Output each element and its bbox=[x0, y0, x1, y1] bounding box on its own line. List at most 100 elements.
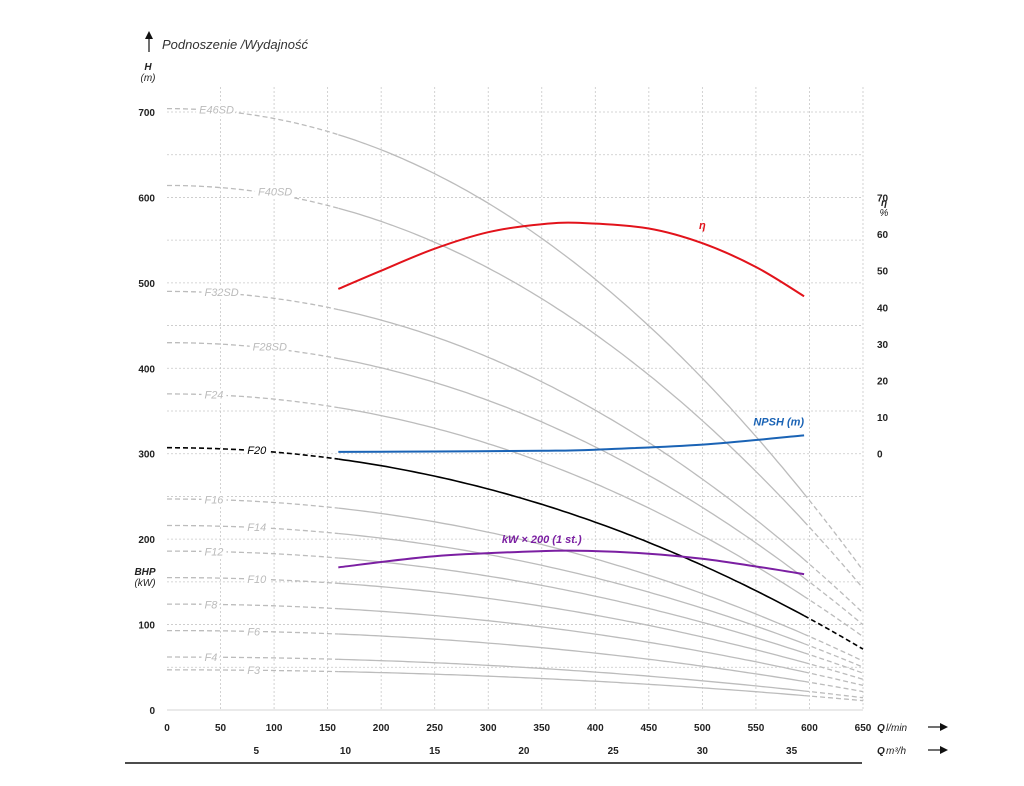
bhp-axis-unit: (kW) bbox=[134, 578, 155, 589]
x-tick-label: 0 bbox=[164, 723, 170, 734]
left-tick-label: 100 bbox=[138, 621, 155, 632]
curve-label: F6 bbox=[247, 626, 261, 638]
pump-curve-dashed-end bbox=[803, 633, 864, 662]
curve-label: E46SD bbox=[199, 104, 234, 116]
left-tick-label: 600 bbox=[138, 193, 155, 204]
x2-tick-label: 35 bbox=[786, 746, 798, 757]
left-tick-label: 0 bbox=[149, 706, 155, 717]
curve-label-bg bbox=[244, 625, 263, 639]
x-axis-m3h-label: Q bbox=[877, 746, 885, 757]
pump-curve-dashed-start bbox=[166, 669, 339, 673]
x2-tick-label: 10 bbox=[340, 746, 352, 757]
pump-curve-dashed-end bbox=[803, 652, 864, 674]
x2-tick-label: 25 bbox=[608, 746, 620, 757]
curve-label-bg bbox=[201, 651, 220, 665]
pump-curve bbox=[338, 458, 805, 617]
pump-curve bbox=[338, 406, 805, 597]
pump-curve-dashed-start bbox=[167, 576, 339, 584]
pump-curve-dashed-start bbox=[167, 107, 339, 136]
x-tick-label: 400 bbox=[587, 723, 604, 734]
x-tick-label: 300 bbox=[480, 723, 497, 734]
curve-label-bg bbox=[201, 493, 227, 507]
pump-curve bbox=[338, 608, 805, 673]
left-tick-label: 200 bbox=[138, 535, 155, 546]
x-tick-label: 150 bbox=[319, 723, 336, 734]
curve-label-bg bbox=[196, 103, 236, 117]
pump-curve bbox=[338, 582, 805, 664]
pump-curve-dashed-start bbox=[167, 603, 339, 610]
left-axis-unit: (m) bbox=[141, 73, 156, 84]
curve-label-bg bbox=[255, 185, 295, 199]
curve-label-bg bbox=[201, 545, 227, 559]
series-label: kW × 200 (1 st.) bbox=[502, 534, 582, 546]
pump-curve-dashed-end bbox=[803, 643, 864, 668]
pump-curve-dashed-end bbox=[803, 521, 864, 589]
curve-label: F8 bbox=[204, 599, 218, 611]
curve-label: F3 bbox=[247, 665, 261, 677]
pump-curve-dashed-start bbox=[167, 656, 339, 660]
curve-label-bg bbox=[244, 444, 270, 458]
pump-curves: E46SD F40SD F32SD F28SD F24 F20 F16 F14 F12 F10 F8… bbox=[166, 103, 864, 702]
curve-label-bg bbox=[244, 664, 263, 678]
curve-label-bg bbox=[244, 521, 270, 535]
curve-label-bg bbox=[201, 286, 241, 300]
right-tick-label: 0 bbox=[877, 450, 883, 461]
curve-label: F32SD bbox=[204, 287, 238, 299]
pump-curve bbox=[338, 557, 805, 654]
curve-label: F28SD bbox=[253, 342, 287, 354]
pump-curve-dashed-start bbox=[167, 524, 339, 535]
x-arrow-m3h-head-icon bbox=[940, 746, 948, 754]
curve-label: F4 bbox=[204, 652, 217, 664]
pump-curve bbox=[338, 670, 805, 697]
x-tick-label: 550 bbox=[748, 723, 765, 734]
series-line bbox=[337, 221, 805, 298]
curve-label: F16 bbox=[204, 494, 224, 506]
pump-curve bbox=[338, 134, 805, 495]
right-tick-label: 70 bbox=[877, 193, 889, 204]
pump-curve bbox=[338, 357, 805, 579]
left-axis-label: H bbox=[144, 62, 152, 73]
pump-curve-dashed-end bbox=[804, 690, 864, 699]
up-arrow-head-icon bbox=[145, 31, 153, 39]
pump-curve bbox=[338, 532, 805, 645]
curve-label-bg bbox=[249, 340, 289, 354]
pump-curve bbox=[338, 633, 805, 683]
bhp-axis-label: BHP bbox=[134, 567, 155, 578]
x2-tick-label: 30 bbox=[697, 746, 709, 757]
right-tick-label: 20 bbox=[877, 376, 889, 387]
curve-label: F40SD bbox=[258, 187, 292, 199]
pump-curve-dashed-end bbox=[803, 577, 864, 626]
series-line bbox=[338, 549, 805, 576]
right-axis-unit: % bbox=[880, 208, 889, 219]
x-tick-label: 650 bbox=[855, 723, 872, 734]
pump-curve-dashed-end bbox=[804, 694, 864, 702]
pump-curve-dashed-end bbox=[803, 680, 864, 693]
pump-curve-dashed-start bbox=[167, 498, 339, 509]
x-tick-label: 450 bbox=[641, 723, 658, 734]
x2-tick-label: 20 bbox=[518, 746, 530, 757]
pump-curve-dashed-start bbox=[167, 393, 339, 409]
curve-label: F12 bbox=[204, 546, 223, 558]
x-axis-m3h-unit: m³/h bbox=[886, 746, 906, 757]
pump-curve-dashed-end bbox=[803, 559, 864, 614]
left-tick-label: 300 bbox=[138, 450, 155, 461]
pump-curve bbox=[338, 658, 805, 692]
x-tick-label: 250 bbox=[426, 723, 443, 734]
left-tick-label: 500 bbox=[138, 279, 155, 290]
left-tick-label: 400 bbox=[138, 364, 155, 375]
right-tick-label: 40 bbox=[877, 303, 889, 314]
pump-curve-dashed-end bbox=[803, 661, 864, 680]
series-label: η bbox=[699, 220, 706, 232]
x-tick-label: 50 bbox=[215, 723, 227, 734]
curve-label-bg bbox=[244, 572, 270, 586]
left-tick-label: 700 bbox=[138, 108, 155, 119]
x-tick-label: 600 bbox=[801, 723, 818, 734]
pump-curve-dashed-start bbox=[167, 184, 339, 209]
x-tick-label: 500 bbox=[694, 723, 711, 734]
axis-decor: Podnoszenie /Wydajność H (m) BHP (kW) η … bbox=[125, 31, 948, 764]
right-tick-label: 10 bbox=[877, 413, 889, 424]
pump-curve-dashed-start bbox=[167, 290, 339, 311]
series-lines: η NPSH (m) kW × 200 (1 st.) bbox=[337, 220, 805, 576]
curve-label-bg bbox=[201, 598, 220, 612]
